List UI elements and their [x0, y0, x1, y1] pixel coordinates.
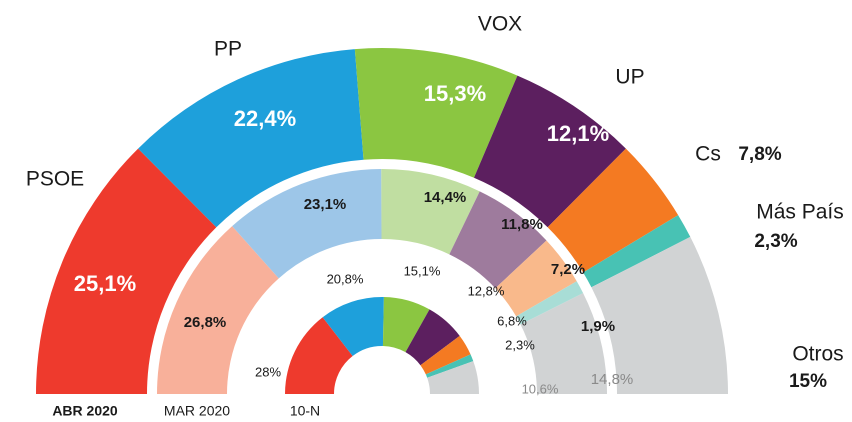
segment	[495, 240, 577, 317]
value-label: 28%	[255, 364, 281, 379]
value-label: 2,3%	[505, 337, 535, 352]
category-label: PP	[214, 38, 242, 61]
segment	[285, 317, 353, 394]
category-label: VOX	[478, 13, 522, 36]
segment	[547, 148, 679, 273]
category-label: Otros	[792, 343, 843, 366]
segment	[420, 335, 471, 375]
ring-label: ABR 2020	[52, 403, 118, 419]
segment	[425, 354, 474, 378]
segment	[427, 361, 479, 394]
value-label: 12,8%	[468, 283, 505, 298]
value-label: 25,1%	[74, 271, 136, 296]
segment	[232, 169, 382, 279]
category-label: Cs	[695, 143, 721, 166]
ring-label: MAR 2020	[164, 403, 230, 419]
segment	[36, 148, 217, 394]
segment	[405, 309, 460, 366]
value-label: 15,1%	[404, 263, 441, 278]
category-label: UP	[615, 66, 644, 89]
category-label: Más País	[756, 201, 844, 224]
value-label: 22,4%	[234, 106, 296, 131]
segment	[157, 226, 279, 394]
value-label: 10,6%	[522, 381, 559, 396]
segment	[520, 293, 607, 394]
value-label: 26,8%	[184, 314, 227, 331]
segment	[354, 47, 518, 178]
value-label: 1,9%	[581, 318, 615, 335]
segment	[381, 169, 480, 255]
value-label: 7,8%	[738, 144, 781, 165]
value-label: 14,4%	[424, 189, 467, 206]
value-label: 12,1%	[547, 121, 609, 146]
segment	[382, 297, 430, 353]
value-label: 23,1%	[304, 196, 347, 213]
value-label: 2,3%	[754, 231, 797, 252]
value-label: 11,8%	[501, 216, 543, 233]
ring-label: 10-N	[290, 403, 320, 419]
value-label: 15%	[789, 371, 827, 392]
value-label: 15,3%	[424, 81, 486, 106]
segment	[516, 281, 584, 325]
value-label: 14,8%	[591, 371, 634, 388]
segment	[591, 236, 728, 394]
segment	[473, 75, 626, 228]
segment	[322, 297, 384, 357]
segment	[138, 49, 364, 228]
value-label: 6,8%	[497, 313, 527, 328]
value-label: 20,8%	[327, 271, 364, 286]
segment	[583, 215, 691, 288]
category-label: PSOE	[26, 168, 84, 191]
segment	[449, 191, 547, 289]
value-label: 7,2%	[551, 261, 585, 278]
